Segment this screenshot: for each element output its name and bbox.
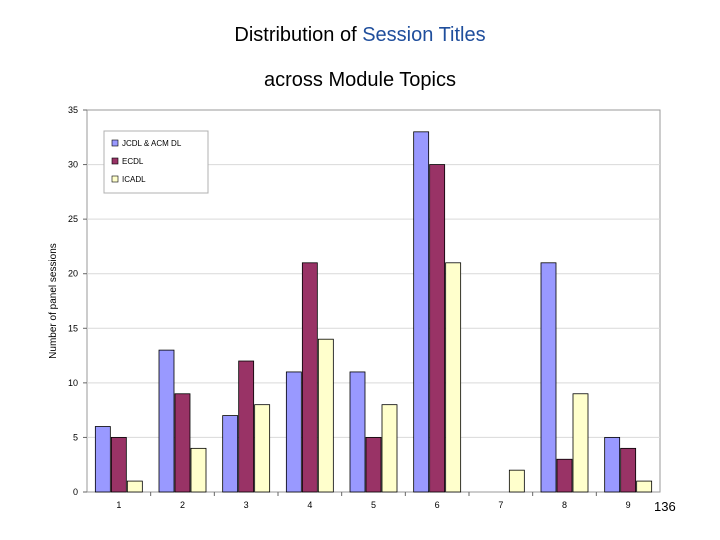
- legend-label: JCDL & ACM DL: [122, 139, 182, 148]
- bar: [429, 164, 446, 493]
- bar: [110, 437, 127, 493]
- y-tick-label: 15: [68, 323, 78, 333]
- y-axis-ticks: 0 5 10 15 20 25 30 35: [68, 105, 87, 497]
- page-number: 136: [654, 499, 676, 514]
- y-tick-label: 35: [68, 105, 78, 115]
- bar: [445, 262, 462, 493]
- bar: [174, 393, 191, 493]
- x-tick-label: 1: [116, 500, 121, 510]
- slide-title-line1: Distribution of Session Titles: [0, 24, 720, 47]
- bar: [254, 404, 271, 493]
- bar: [317, 338, 334, 493]
- bar: [636, 480, 653, 493]
- bar: [94, 426, 111, 493]
- x-tick-label: 6: [435, 500, 440, 510]
- bar: [238, 360, 255, 493]
- bar: [381, 404, 398, 493]
- x-tick-label: 4: [307, 500, 312, 510]
- bar: [365, 437, 382, 493]
- legend-swatch: [111, 175, 119, 183]
- slide-title-line2: across Module Topics: [264, 69, 456, 91]
- legend-box: [103, 130, 209, 194]
- bar: [413, 131, 430, 493]
- bar: [620, 447, 637, 493]
- y-tick-label: 20: [68, 269, 78, 279]
- bar: [158, 349, 175, 493]
- bar: [190, 447, 207, 493]
- bar: [508, 469, 525, 493]
- slide-title-prefix: Distribution of: [234, 24, 363, 46]
- y-tick-label: 30: [68, 160, 78, 170]
- x-tick-label: 7: [498, 500, 503, 510]
- y-tick-label: 0: [73, 487, 78, 497]
- slide-title-accent: Session Titles: [362, 24, 486, 46]
- bar: [301, 262, 318, 493]
- y-tick-label: 25: [68, 214, 78, 224]
- bar: [572, 393, 589, 493]
- y-tick-label: 5: [73, 432, 78, 442]
- legend: JCDL & ACM DL ECDL ICADL: [103, 130, 209, 194]
- x-tick-label: 2: [180, 500, 185, 510]
- bar: [349, 371, 366, 493]
- bar: [222, 415, 239, 493]
- y-axis-label: Number of panel sessions: [48, 243, 59, 359]
- x-tick-label: 9: [626, 500, 631, 510]
- bar: [556, 458, 573, 493]
- x-axis-ticks: 1 2 3 4 5 6 7 8 9: [116, 492, 631, 510]
- bar: [604, 437, 621, 493]
- x-tick-label: 5: [371, 500, 376, 510]
- bar: [126, 480, 143, 493]
- legend-swatch: [111, 139, 119, 147]
- bar: [285, 371, 302, 493]
- legend-label: ECDL: [122, 157, 144, 166]
- x-tick-label: 8: [562, 500, 567, 510]
- y-tick-label: 10: [68, 378, 78, 388]
- x-tick-label: 3: [244, 500, 249, 510]
- legend-swatch: [111, 157, 119, 165]
- bar: [540, 262, 557, 493]
- legend-label: ICADL: [122, 175, 146, 184]
- bars: [94, 131, 653, 493]
